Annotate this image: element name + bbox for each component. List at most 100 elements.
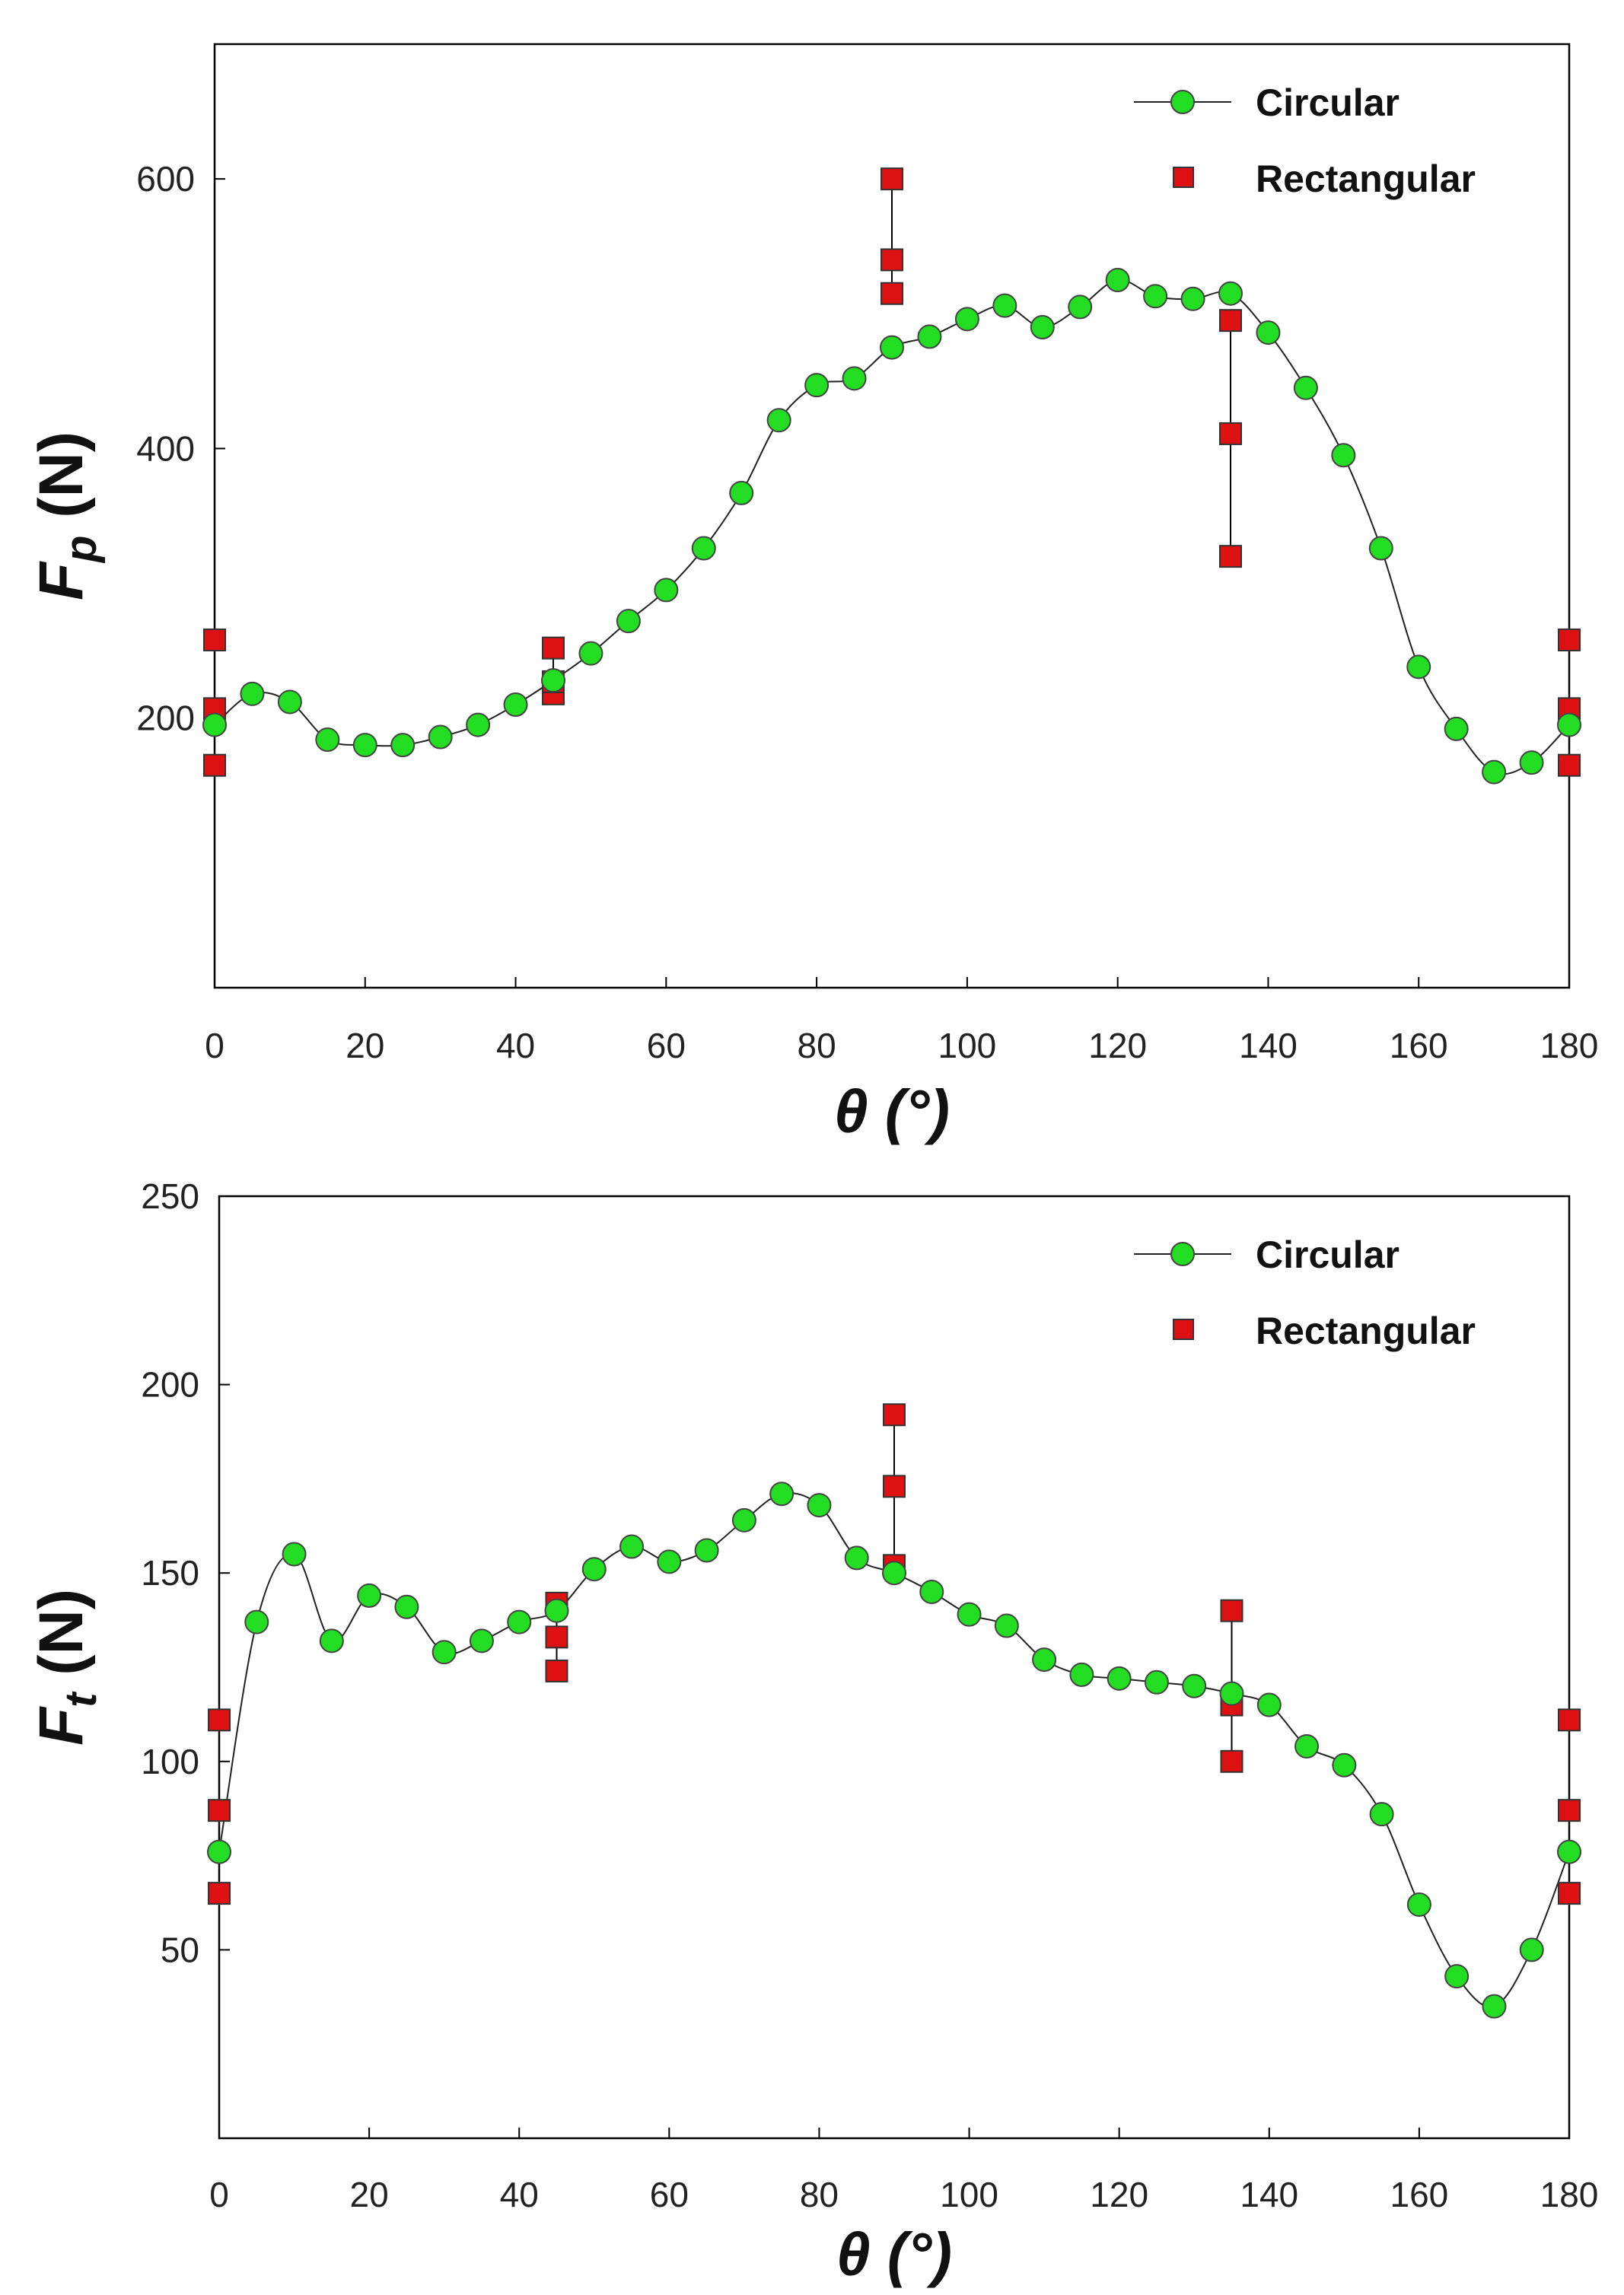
circular-point <box>1294 1733 1320 1759</box>
legend: Circular Rectangular <box>1134 81 1476 200</box>
y-tick-label: 400 <box>136 428 195 468</box>
rectangular-point <box>1558 753 1581 777</box>
x-tick-label: 0 <box>209 2175 229 2214</box>
circular-point <box>616 609 641 634</box>
circular-point <box>1068 294 1093 320</box>
circular-point <box>1369 1802 1394 1827</box>
x-tick-label: 80 <box>800 2175 839 2214</box>
rectangular-point <box>880 167 903 191</box>
x-tick-label: 0 <box>205 1026 224 1065</box>
circular-point <box>1107 1666 1132 1691</box>
circular-point <box>1368 536 1393 561</box>
circular-point <box>431 1640 457 1665</box>
circular-point <box>1030 315 1055 339</box>
y-tick-label: 150 <box>141 1553 199 1593</box>
circular-point <box>804 373 830 398</box>
circular-point <box>357 1583 382 1608</box>
circular-point <box>244 1609 269 1635</box>
circular-point <box>1256 320 1281 345</box>
circular-point <box>1557 1839 1581 1864</box>
circular-point <box>1105 268 1130 292</box>
circular-point <box>1331 443 1356 468</box>
circular-point <box>766 408 791 433</box>
circular-point <box>428 724 453 750</box>
circular-point <box>654 578 679 603</box>
x-axis-label: θ (°) <box>836 2220 952 2288</box>
circular-point <box>1182 1673 1207 1698</box>
y-axis-label: Fp (N) <box>27 431 106 600</box>
y-tick-label: 200 <box>136 699 195 738</box>
chart-2: 0 20 40 60 80 100 120 140 160 180 50 100 150 200 250 θ … <box>27 1176 1598 2288</box>
circular-point <box>315 727 340 753</box>
circular-point <box>1218 281 1243 306</box>
x-tick-label: 140 <box>1240 2175 1298 2214</box>
legend: Circular Rectangular <box>1134 1233 1476 1352</box>
x-tick-label: 180 <box>1540 2175 1599 2214</box>
circular-point <box>277 689 302 715</box>
rectangular-point <box>1558 1799 1581 1822</box>
circular-point <box>503 692 528 717</box>
circular-point <box>769 1482 794 1507</box>
circular-point <box>507 1609 532 1635</box>
x-tick-label: 120 <box>1088 1026 1147 1065</box>
x-tick-label: 180 <box>1540 1026 1599 1065</box>
y-tick-label: 250 <box>141 1176 199 1216</box>
circular-point <box>882 1561 906 1586</box>
circular-point <box>1406 1892 1431 1917</box>
x-tick-label: 120 <box>1090 2175 1148 2214</box>
y-tick-label: 50 <box>161 1930 199 1969</box>
circular-point <box>207 1839 231 1864</box>
rectangular-point <box>883 1475 906 1498</box>
x-tick-label: 140 <box>1239 1026 1298 1065</box>
circular-point <box>466 712 491 737</box>
y-tick-label: 100 <box>141 1742 199 1781</box>
circular-point <box>844 1545 869 1571</box>
circular-point <box>578 641 603 666</box>
circular-point <box>842 366 867 391</box>
circular-point <box>694 1538 719 1563</box>
x-tick-label: 160 <box>1390 1026 1448 1065</box>
circular-point <box>691 536 716 561</box>
rectangular-point <box>1219 422 1242 445</box>
circular-point <box>731 1507 756 1533</box>
circular-point <box>352 733 377 758</box>
circular-point <box>729 480 754 505</box>
circular-point <box>1519 1937 1544 1962</box>
circular-point <box>880 335 904 360</box>
x-tick-label: 100 <box>940 2175 998 2214</box>
circular-point <box>807 1493 832 1518</box>
y-axis-label: Ft (N) <box>27 1589 106 1746</box>
circular-point <box>319 1628 344 1654</box>
legend-rectangular-label: Rectangular <box>1256 1310 1476 1352</box>
circular-point <box>954 307 979 332</box>
rectangular-point <box>1558 628 1581 651</box>
circular-point <box>390 733 416 758</box>
circular-point <box>581 1557 607 1582</box>
x-tick-label: 80 <box>798 1026 836 1065</box>
legend-rectangular-marker <box>1173 1319 1194 1340</box>
rectangular-point <box>203 628 226 651</box>
legend-rectangular-marker <box>1173 167 1194 188</box>
circular-point <box>240 681 265 706</box>
circular-point <box>1293 375 1318 400</box>
legend-circular-label: Circular <box>1256 1233 1400 1276</box>
circular-point <box>994 1613 1019 1638</box>
circular-point <box>1180 286 1205 311</box>
circular-point <box>1144 1670 1169 1695</box>
circular-point <box>1557 712 1581 737</box>
plot-frame <box>213 43 1571 989</box>
rectangular-point <box>542 636 565 660</box>
rectangular-point <box>1558 1708 1581 1732</box>
circular-point <box>919 1579 944 1604</box>
rectangular-point <box>1219 309 1242 333</box>
rectangular-point <box>883 1403 906 1427</box>
circular-point <box>1482 759 1507 785</box>
circular-point <box>1332 1752 1357 1778</box>
x-tick-label: 60 <box>650 2175 689 2214</box>
circular-point <box>1444 716 1469 741</box>
circular-point <box>202 712 227 737</box>
circular-point <box>544 1598 569 1623</box>
circular-point <box>917 324 942 349</box>
rectangular-point <box>208 1799 231 1822</box>
